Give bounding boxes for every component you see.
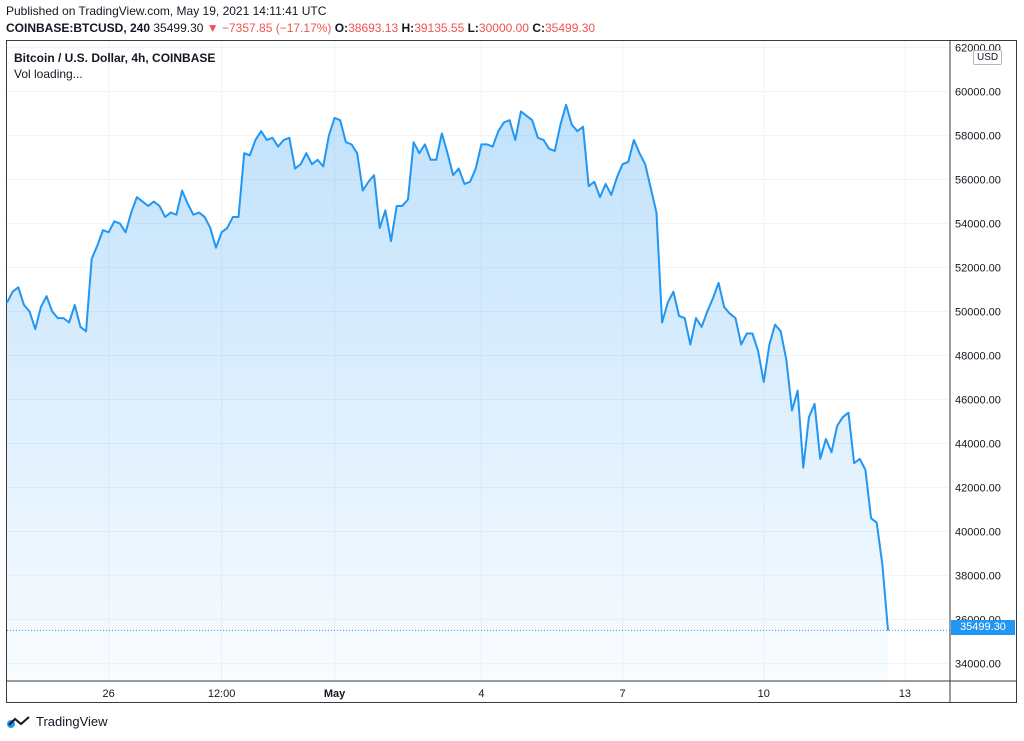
tradingview-logo-icon — [7, 715, 30, 728]
x-tick-label: 7 — [620, 688, 626, 700]
high-value: 39135.55 — [414, 21, 465, 35]
y-tick-label: 38000.00 — [955, 570, 1001, 582]
currency-badge[interactable]: USD — [973, 50, 1003, 65]
y-tick-label: 52000.00 — [955, 263, 1001, 275]
chart-legend-title: Bitcoin / U.S. Dollar, 4h, COINBASE — [14, 51, 216, 65]
close-value: 35499.30 — [545, 21, 596, 35]
high-label: H: — [401, 21, 415, 35]
low-label: L: — [467, 21, 479, 35]
y-tick-label: 44000.00 — [955, 438, 1001, 450]
symbol-label: COINBASE:BTCUSD, 240 — [6, 21, 151, 35]
y-tick-label: 34000.00 — [955, 658, 1001, 670]
x-tick-label: 12:00 — [208, 688, 236, 700]
y-tick-label: 56000.00 — [955, 175, 1001, 187]
y-tick-label: 60000.00 — [955, 87, 1001, 99]
ohlc-header: COINBASE:BTCUSD, 240 35499.30 ▼ −7357.85… — [6, 21, 595, 35]
price-change: ▼ −7357.85 (−17.17%) — [206, 21, 332, 35]
y-tick-label: 50000.00 — [955, 307, 1001, 319]
x-tick-label: 26 — [103, 688, 115, 700]
volume-legend: Vol loading... — [14, 67, 83, 81]
last-price-tag: 35499.30 — [951, 620, 1015, 635]
y-tick-label: 48000.00 — [955, 351, 1001, 363]
y-tick-label: 46000.00 — [955, 394, 1001, 406]
x-tick-label: 13 — [899, 688, 911, 700]
low-value: 30000.00 — [478, 21, 529, 35]
footer-brand: TradingView — [36, 714, 108, 729]
y-tick-label: 58000.00 — [955, 131, 1001, 143]
tradingview-footer[interactable]: TradingView — [6, 714, 108, 729]
y-tick-label: 54000.00 — [955, 219, 1001, 231]
chart-frame[interactable] — [6, 40, 1017, 703]
x-tick-label: 10 — [758, 688, 770, 700]
price-area-fill — [7, 104, 888, 681]
price-line — [6, 103, 889, 631]
last-price: 35499.30 — [153, 21, 204, 35]
x-tick-label: May — [324, 688, 346, 700]
y-tick-label: 40000.00 — [955, 526, 1001, 538]
open-value: 38693.13 — [348, 21, 399, 35]
published-caption: Published on TradingView.com, May 19, 20… — [6, 4, 327, 18]
close-label: C: — [532, 21, 545, 35]
y-tick-label: 42000.00 — [955, 482, 1001, 494]
x-tick-label: 4 — [478, 688, 484, 700]
open-label: O: — [334, 21, 349, 35]
